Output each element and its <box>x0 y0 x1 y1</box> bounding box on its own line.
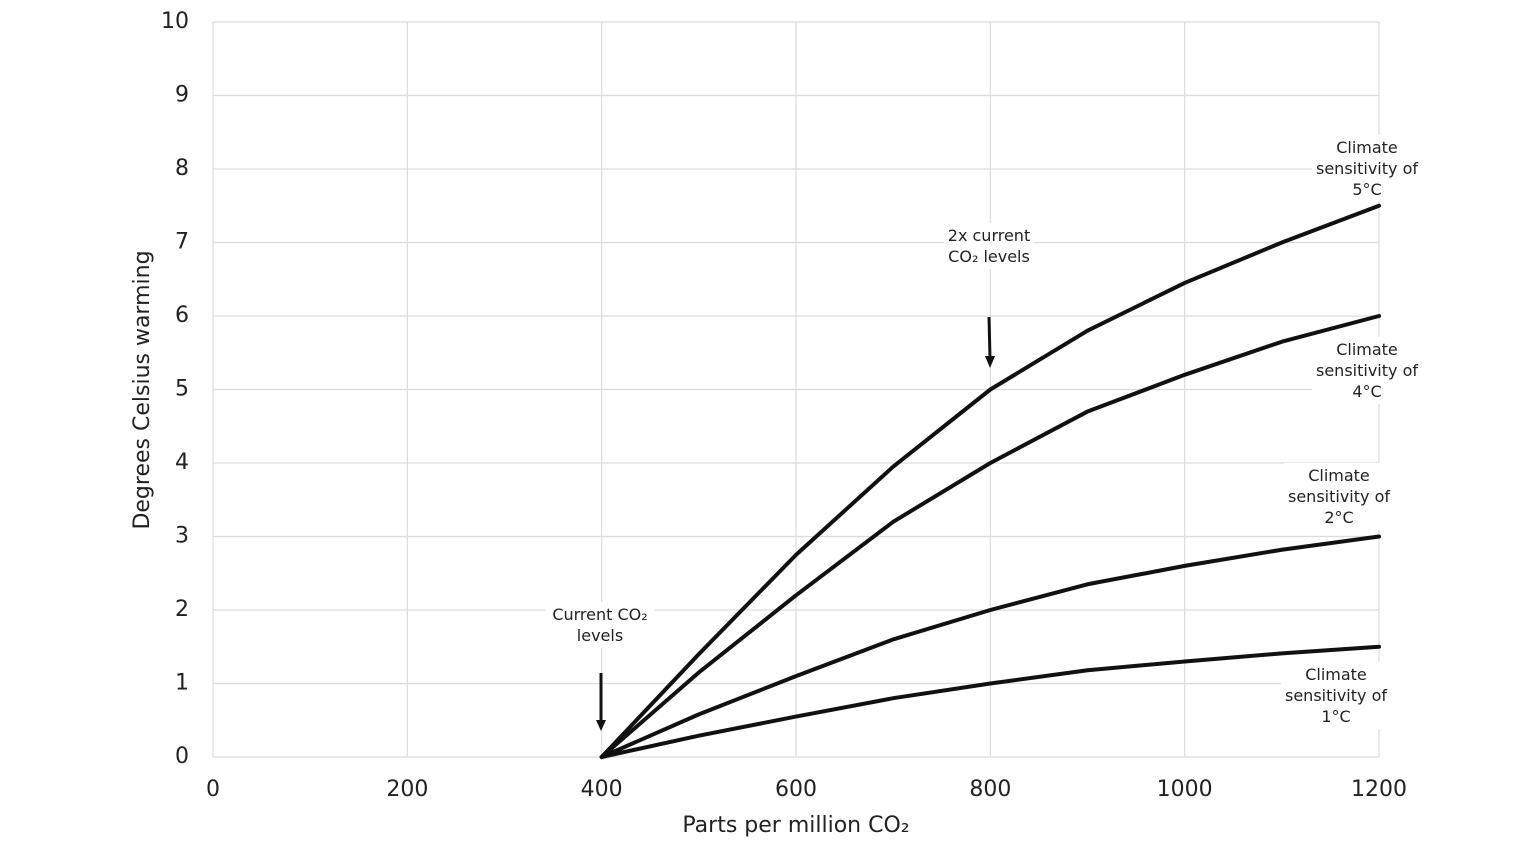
y-tick-label: 6 <box>175 303 189 328</box>
line <box>599 203 1381 759</box>
x-tick-label: 600 <box>775 777 817 802</box>
y-tick-label: 1 <box>175 671 189 696</box>
arrow-head <box>985 356 995 368</box>
y-tick-label: 8 <box>175 156 189 181</box>
x-tick-label: 1200 <box>1351 777 1407 802</box>
y-tick-label: 7 <box>175 230 189 255</box>
line <box>599 314 1381 759</box>
y-tick-label: 5 <box>175 377 189 402</box>
series-label: Climate sensitivity of 1°C <box>1281 662 1391 729</box>
annotation: 2x current CO₂ levels <box>944 223 1034 269</box>
y-tick-label: 3 <box>175 524 189 549</box>
series-label: Climate sensitivity of 2°C <box>1284 463 1394 530</box>
arrow-head <box>596 720 606 731</box>
series-label: Climate sensitivity of 4°C <box>1312 337 1422 404</box>
annotation: Current CO₂ levels <box>545 602 655 648</box>
x-tick-label: 200 <box>386 777 428 802</box>
x-tick-label: 0 <box>206 777 220 802</box>
x-axis-label: Parts per million CO₂ <box>682 813 909 838</box>
y-tick-label: 2 <box>175 597 189 622</box>
x-tick-label: 400 <box>581 777 623 802</box>
line <box>599 534 1381 759</box>
x-tick-label: 1000 <box>1157 777 1213 802</box>
y-tick-label: 0 <box>175 744 189 769</box>
y-tick-label: 10 <box>161 9 189 34</box>
x-tick-label: 800 <box>969 777 1011 802</box>
line <box>599 644 1381 759</box>
y-axis-label: Degrees Celsius warming <box>130 250 155 529</box>
series-label: Climate sensitivity of 5°C <box>1312 135 1422 202</box>
y-tick-label: 4 <box>175 450 189 475</box>
y-tick-label: 9 <box>175 83 189 108</box>
arrow <box>987 316 992 359</box>
